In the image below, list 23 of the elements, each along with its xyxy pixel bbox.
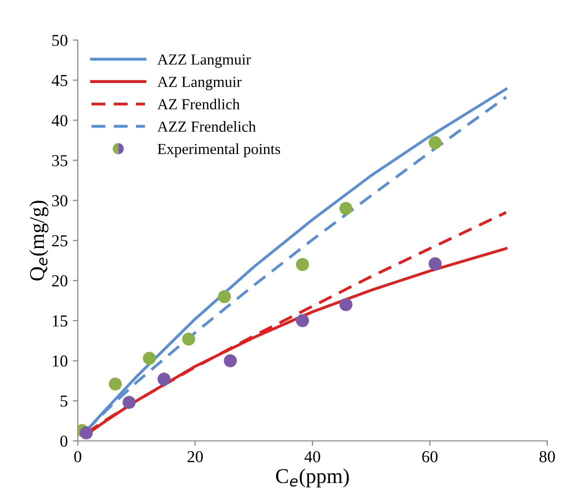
y-tick-label: 15 <box>52 315 68 327</box>
y-tick-label: 35 <box>52 155 68 166</box>
x-axis-title: C$_{e}$(ppm) <box>276 468 349 488</box>
y-tick-label: 20 <box>52 275 68 287</box>
x-tick-label: 0 <box>74 451 82 462</box>
y-tick-label: 0 <box>60 436 68 447</box>
legend-label: AZZ Frendelich <box>157 121 256 132</box>
y-tick-label: 40 <box>52 114 68 126</box>
legend-label: AZ Langmuir <box>157 76 242 90</box>
x-tick-label: 20 <box>188 451 203 462</box>
y-axis-title: Q$_{e}$(mg/g) <box>29 200 48 280</box>
y-tick-label: 10 <box>52 355 68 367</box>
y-tick-label: 5 <box>60 396 68 407</box>
y-tick-label: 50 <box>52 34 68 46</box>
legend-label: Experimental points <box>158 143 280 158</box>
legend-label: AZ Frendlich <box>157 98 240 110</box>
x-tick-label: 40 <box>304 451 320 462</box>
y-tick-label: 45 <box>52 74 68 86</box>
y-tick-label: 25 <box>52 235 68 246</box>
x-tick-label: 60 <box>422 451 438 462</box>
x-tick-label: 80 <box>540 451 555 462</box>
y-tick-label: 30 <box>52 195 68 206</box>
legend-label: AZZ Langmuir <box>157 54 251 68</box>
